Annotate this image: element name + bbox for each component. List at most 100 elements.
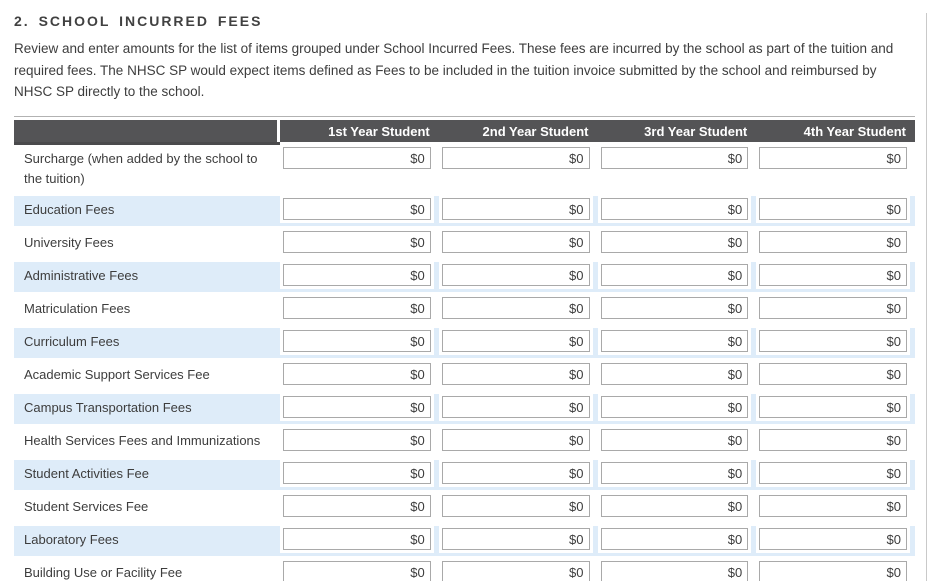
fee-amount-input[interactable] — [441, 495, 590, 518]
fee-amount-input[interactable] — [759, 264, 907, 287]
fee-amount-input[interactable] — [441, 561, 590, 581]
fee-amount-input[interactable] — [759, 495, 907, 518]
fee-amount-input[interactable] — [283, 264, 431, 287]
fee-amount-cell — [280, 145, 439, 193]
fee-amount-input[interactable] — [600, 429, 749, 452]
fee-amount-cell — [756, 460, 915, 491]
fee-amount-input[interactable] — [759, 297, 907, 320]
fee-amount-cell — [598, 145, 757, 193]
table-row: Academic Support Services Fee — [14, 361, 915, 391]
fee-amount-input[interactable] — [283, 528, 431, 551]
page-right-border — [926, 13, 927, 581]
fee-amount-cell — [439, 229, 598, 259]
fee-amount-input[interactable] — [759, 462, 907, 485]
fee-amount-input[interactable] — [283, 495, 431, 518]
column-header: 4th Year Student — [756, 120, 915, 143]
fee-amount-input[interactable] — [759, 561, 907, 581]
fee-amount-input[interactable] — [600, 396, 749, 419]
fee-amount-cell — [756, 196, 915, 227]
fee-amount-input[interactable] — [441, 363, 590, 386]
fee-amount-input[interactable] — [600, 264, 749, 287]
fee-amount-cell — [598, 295, 757, 325]
fee-amount-input[interactable] — [759, 198, 907, 221]
fee-amount-input[interactable] — [759, 528, 907, 551]
fee-amount-input[interactable] — [600, 147, 749, 170]
fee-amount-cell — [439, 295, 598, 325]
fee-amount-cell — [439, 427, 598, 457]
table-row: Laboratory Fees — [14, 526, 915, 557]
fee-amount-cell — [756, 361, 915, 391]
fee-amount-cell — [439, 361, 598, 391]
row-label: Student Activities Fee — [14, 460, 280, 491]
fee-amount-input[interactable] — [759, 147, 907, 170]
fee-amount-input[interactable] — [759, 363, 907, 386]
row-label: Campus Transportation Fees — [14, 394, 280, 425]
fee-amount-input[interactable] — [600, 330, 749, 353]
fee-amount-cell — [598, 559, 757, 581]
fee-amount-cell — [280, 229, 439, 259]
row-label: Health Services Fees and Immunizations — [24, 433, 261, 449]
fee-amount-input[interactable] — [600, 561, 749, 581]
fee-amount-input[interactable] — [600, 528, 749, 551]
fee-amount-input[interactable] — [283, 396, 431, 419]
fee-amount-input[interactable] — [600, 198, 749, 221]
fee-amount-input[interactable] — [441, 396, 590, 419]
fee-amount-input[interactable] — [600, 231, 749, 254]
fee-amount-cell — [438, 196, 598, 227]
fee-amount-input[interactable] — [441, 231, 590, 254]
table-header-row: 1st Year Student 2nd Year Student 3rd Year… — [14, 120, 915, 143]
fee-amount-input[interactable] — [759, 231, 907, 254]
fee-amount-input[interactable] — [441, 330, 590, 353]
fee-amount-input[interactable] — [283, 198, 431, 221]
fee-amount-input[interactable] — [283, 429, 431, 452]
table-row: Health Services Fees and Immunizations — [14, 427, 915, 457]
column-header: 2nd Year Student — [438, 120, 598, 143]
fee-amount-cell — [438, 262, 598, 293]
fee-amount-input[interactable] — [283, 462, 431, 485]
fee-amount-cell — [756, 262, 915, 293]
table-row: Education Fees — [14, 196, 915, 227]
section-description: Review and enter amounts for the list of… — [14, 41, 894, 100]
fee-amount-input[interactable] — [759, 330, 907, 353]
row-label: Building Use or Facility Fee — [24, 565, 183, 581]
fee-amount-input[interactable] — [600, 495, 749, 518]
fee-amount-cell — [597, 460, 757, 491]
table-row: Building Use or Facility Fee — [14, 559, 915, 581]
row-label: Student Services Fee — [24, 499, 149, 515]
fee-amount-cell — [438, 328, 598, 359]
fee-amount-cell — [598, 427, 757, 457]
fee-amount-cell — [438, 526, 598, 557]
fee-amount-cell — [280, 526, 439, 557]
fee-amount-input[interactable] — [441, 528, 590, 551]
fee-amount-cell — [598, 229, 757, 259]
table-row: Curriculum Fees — [14, 328, 915, 359]
row-label: Curriculum Fees — [14, 328, 280, 359]
fee-amount-input[interactable] — [441, 147, 590, 170]
fee-amount-input[interactable] — [283, 330, 431, 353]
fee-amount-input[interactable] — [441, 198, 590, 221]
fee-amount-input[interactable] — [759, 396, 907, 419]
fee-amount-cell — [439, 559, 598, 581]
fee-amount-input[interactable] — [283, 561, 431, 581]
fee-amount-input[interactable] — [600, 297, 749, 320]
fee-amount-input[interactable] — [283, 363, 431, 386]
fee-amount-input[interactable] — [283, 231, 431, 254]
fee-amount-input[interactable] — [600, 462, 749, 485]
fee-amount-input[interactable] — [283, 297, 431, 320]
fee-amount-input[interactable] — [600, 363, 749, 386]
column-header: 3rd Year Student — [597, 120, 757, 143]
fee-amount-input[interactable] — [441, 429, 590, 452]
fee-amount-input[interactable] — [441, 462, 590, 485]
fee-amount-cell — [438, 394, 598, 425]
fee-amount-input[interactable] — [283, 147, 431, 170]
fee-amount-cell — [280, 493, 439, 523]
fee-amount-cell — [756, 526, 915, 557]
table-row: Matriculation Fees — [14, 295, 915, 325]
fee-amount-input[interactable] — [441, 297, 590, 320]
fee-amount-input[interactable] — [441, 264, 590, 287]
header-empty-cell — [14, 120, 280, 143]
fee-amount-cell — [280, 262, 439, 293]
fee-amount-input[interactable] — [759, 429, 907, 452]
row-label: Academic Support Services Fee — [24, 367, 210, 383]
row-label: Administrative Fees — [14, 262, 280, 293]
